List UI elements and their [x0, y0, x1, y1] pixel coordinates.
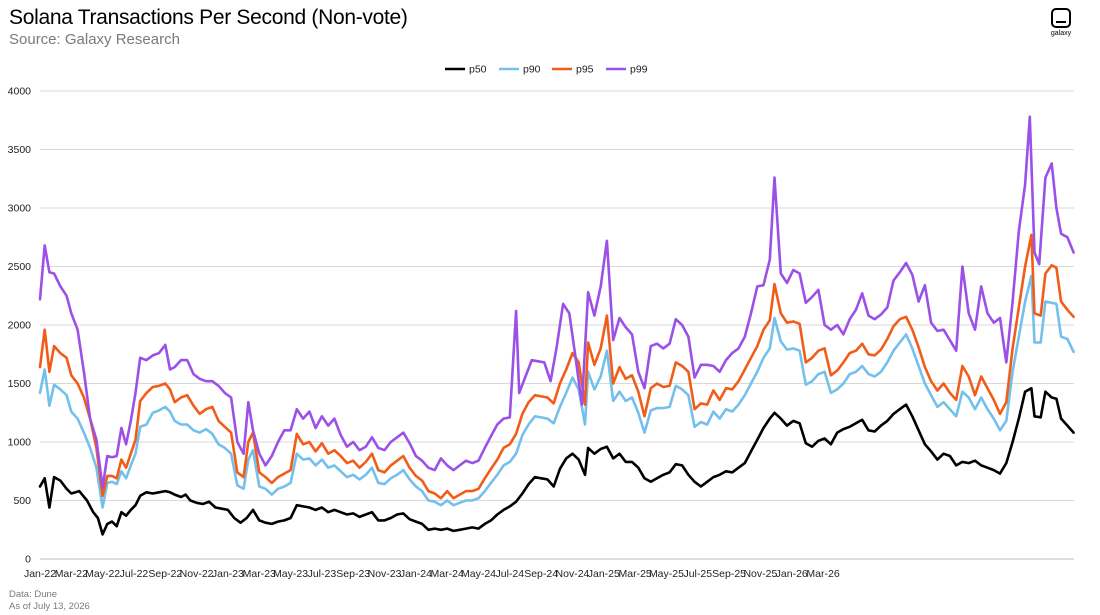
x-tick-label: Jan-24: [400, 568, 432, 580]
galaxy-logo-text: galaxy: [1050, 30, 1072, 37]
x-tick-label: Mar-25: [618, 568, 651, 580]
x-tick-label: May-24: [461, 568, 496, 580]
y-tick-label: 0: [25, 554, 31, 566]
x-tick-label: Nov-22: [180, 568, 214, 580]
series-line-p50: [38, 386, 1075, 536]
x-tick-label: Sep-24: [524, 568, 558, 580]
series-line-p95: [38, 233, 1075, 500]
footer-notes: Data: Dune As of July 13, 2026: [9, 589, 90, 613]
y-tick-label: 1500: [8, 378, 32, 390]
y-tick-label: 4000: [8, 86, 32, 98]
x-tick-label: Nov-25: [743, 568, 777, 580]
y-tick-label: 3500: [8, 144, 32, 156]
chart-title: Solana Transactions Per Second (Non-vote…: [9, 6, 408, 29]
x-tick-label: Sep-25: [712, 568, 746, 580]
x-tick-label: Jul-23: [308, 568, 337, 580]
y-tick-label: 2000: [8, 320, 32, 332]
chart-subtitle: Source: Galaxy Research: [9, 31, 180, 48]
x-tick-label: Sep-23: [336, 568, 370, 580]
y-tick-label: 500: [13, 495, 31, 507]
x-tick-label: Mar-26: [806, 568, 839, 580]
y-tick-label: 2500: [8, 261, 32, 273]
x-tick-label: Mar-23: [243, 568, 276, 580]
y-tick-label: 3000: [8, 203, 32, 215]
series-line-p90: [38, 274, 1075, 509]
x-tick-label: Jan-26: [776, 568, 808, 580]
x-tick-label: Jul-22: [120, 568, 149, 580]
x-tick-label: Jan-22: [24, 568, 56, 580]
x-tick-label: Nov-23: [368, 568, 402, 580]
y-tick-label: 1000: [8, 437, 32, 449]
as-of-date-note: As of July 13, 2026: [9, 601, 90, 612]
x-tick-label: Jul-24: [496, 568, 525, 580]
x-tick-label: Sep-22: [148, 568, 182, 580]
x-tick-label: Jan-23: [212, 568, 244, 580]
galaxy-logo: galaxy: [1046, 8, 1076, 37]
x-tick-label: Nov-24: [556, 568, 590, 580]
x-tick-label: May-23: [273, 568, 308, 580]
x-tick-label: Jul-25: [683, 568, 712, 580]
x-tick-label: Jan-25: [588, 568, 620, 580]
data-source-note: Data: Dune: [9, 589, 58, 600]
x-tick-label: May-25: [649, 568, 684, 580]
legend-label-p99: p99: [630, 64, 648, 76]
x-tick-label: May-22: [85, 568, 120, 580]
x-tick-label: Mar-24: [431, 568, 464, 580]
legend-label-p90: p90: [523, 64, 541, 76]
series-line-p99: [38, 115, 1075, 489]
x-tick-label: Mar-22: [55, 568, 88, 580]
legend-label-p50: p50: [469, 64, 487, 76]
galaxy-logo-icon: [1051, 8, 1071, 28]
legend-label-p95: p95: [576, 64, 594, 76]
